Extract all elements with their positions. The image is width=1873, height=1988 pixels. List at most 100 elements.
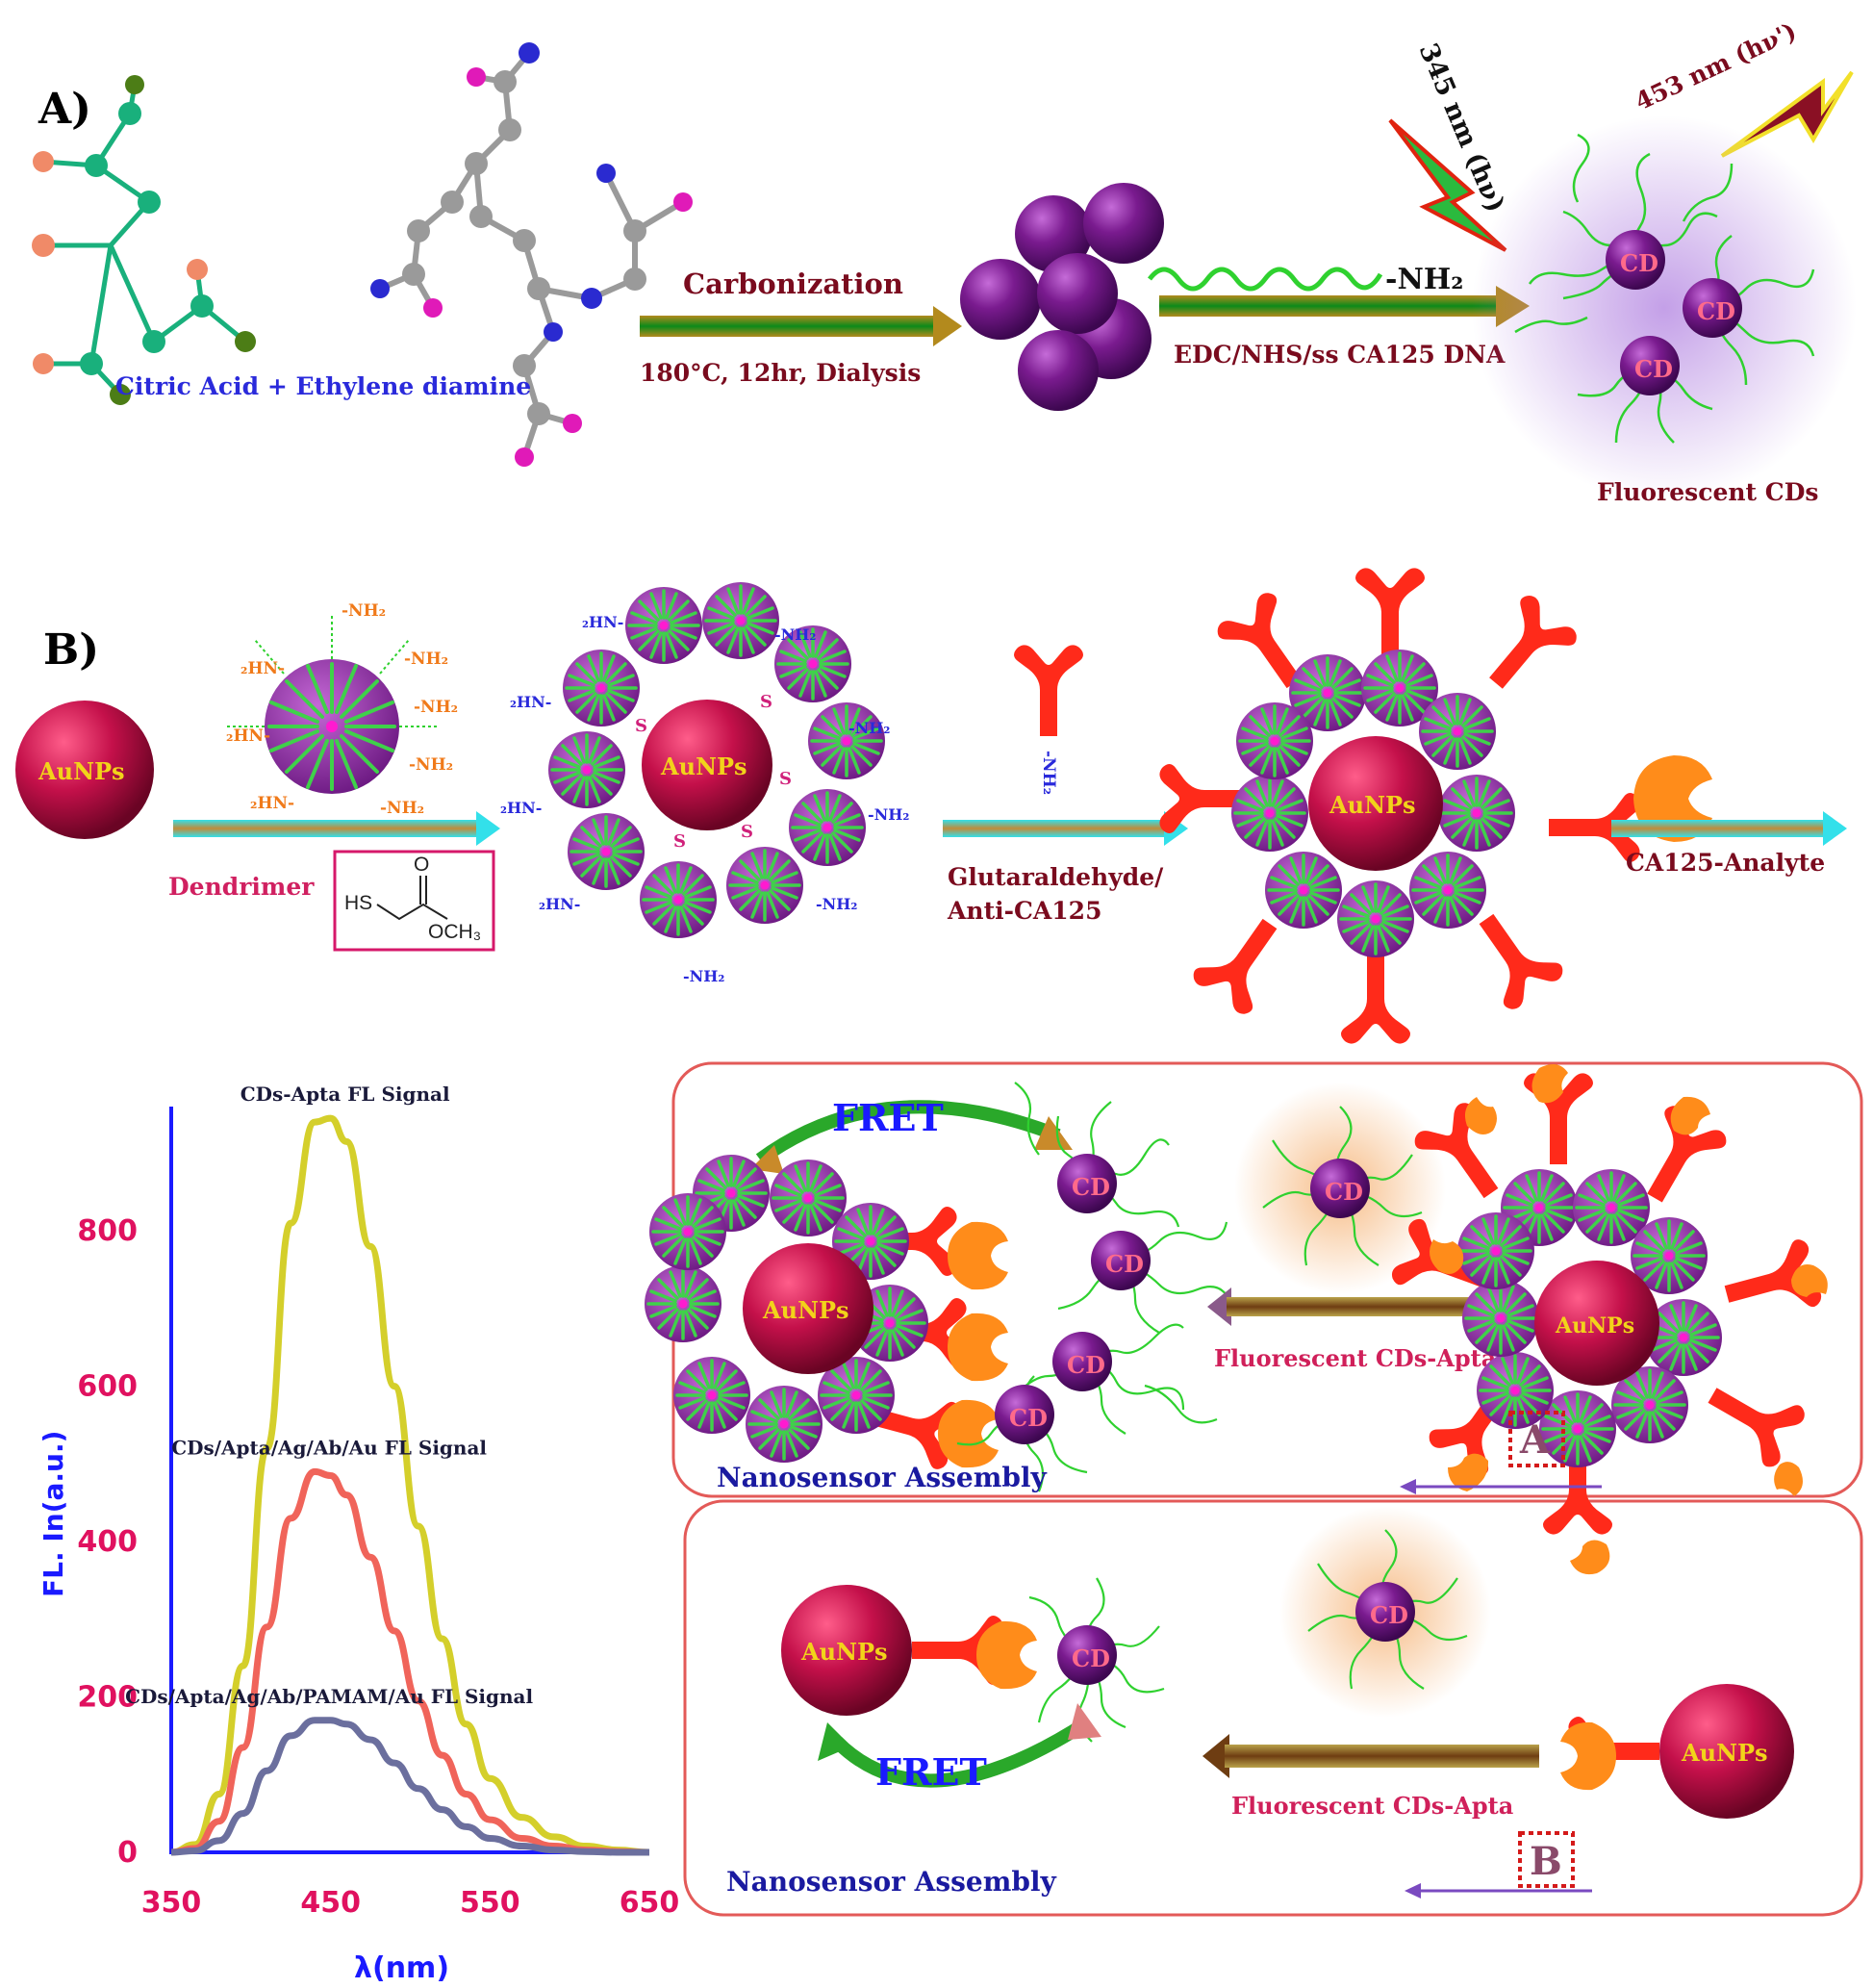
dendrimer-nh2-6: ₂HN- — [240, 659, 285, 678]
aunp-label-b1: AuNPs — [38, 757, 125, 785]
glutaraldehyde-arrow — [943, 811, 1188, 846]
glutaraldehyde-label-2: Anti-CA125 — [947, 897, 1101, 925]
panel-a: A) — [32, 17, 1857, 506]
panel-a-letter: A) — [38, 85, 91, 134]
carbonization-conditions: 180°C, 12hr, Dialysis — [640, 359, 921, 387]
cds-apta-arrow-b — [1202, 1734, 1539, 1778]
fret-label-a: FRET — [832, 1096, 944, 1139]
dendrimer-nh2-5: -NH₂ — [380, 799, 424, 818]
antibody-reagent — [1014, 645, 1083, 736]
cds-apta-label-b: Fluorescent CDs-Apta — [1231, 1792, 1513, 1820]
free-cd-b: CD — [1279, 1506, 1491, 1718]
aunp-label-b3: AuNPs — [1329, 791, 1416, 819]
carbonization-label: Carbonization — [683, 268, 903, 300]
cds-apta-label-a: Fluorescent CDs-Apta — [1214, 1344, 1496, 1372]
aunp-sphere-b1 — [15, 701, 154, 839]
series-label-1: CDs/Apta/Ag/Ab/Au FL Signal — [171, 1436, 487, 1459]
dendrimer-nh2-7: ₂HN- — [226, 726, 270, 746]
box-b-marker: B — [1518, 1831, 1575, 1888]
aunp-label-c3: AuNPs — [800, 1638, 888, 1666]
conj-nh2-9: ₂HN- — [539, 895, 580, 913]
dendrimer: -NH₂ -NH₂ -NH₂ -NH₂ -NH₂ ₂HN- ₂HN- ₂HN- — [226, 601, 458, 818]
conj-nh2-4: -NH₂ — [816, 895, 857, 913]
dendrimer-arrow — [173, 811, 500, 846]
small-arrow-a — [1400, 1479, 1602, 1494]
free-cd-a: CD — [1234, 1083, 1446, 1294]
y-axis-title: FL. In(a.u.) — [38, 1431, 69, 1597]
x-tick-label-3: 650 — [620, 1886, 680, 1920]
carbonization-arrow — [640, 306, 962, 346]
sulfur-5: S — [635, 716, 647, 736]
y-tick-label-1: 200 — [77, 1681, 138, 1715]
box-b-label: B — [1530, 1839, 1562, 1884]
thiol-o: O — [414, 854, 429, 876]
sulfur-3: S — [741, 822, 753, 842]
dendrimer-nh2-2: -NH₂ — [404, 650, 448, 669]
analyte-conjugate-a: AuNPs — [1388, 1064, 1828, 1575]
series-label-2: CDs/Apta/Ag/Ab/PAMAM/Au FL Signal — [125, 1685, 533, 1708]
conj-nh2-7: ₂HN- — [510, 693, 551, 711]
cd-label-c7: CD — [1370, 1601, 1408, 1629]
reactants-label: Citric Acid + Ethylene diamine — [115, 372, 531, 400]
fluorescence-chart: 350 450 550 650 0 200 400 600 800 CDs-Apta FL Si… — [38, 1083, 679, 1985]
conj-nh2-3: -NH₂ — [868, 805, 909, 824]
cd-label-a3: CD — [1634, 355, 1673, 383]
panel-c: FRET AuNPs — [643, 1061, 1863, 1917]
amine-tag: -NH₂ — [1385, 263, 1463, 296]
analyte-label: CA125-Analyte — [1626, 849, 1825, 877]
carbon-dot-cluster — [960, 183, 1164, 411]
cd-label-a2: CD — [1697, 297, 1735, 325]
emission-label: 453 nm (hν') — [1631, 17, 1800, 116]
fret-arc-b — [818, 1703, 1101, 1788]
panel-b: B) AuNPs — [15, 568, 1847, 1044]
small-arrow-b — [1405, 1883, 1592, 1899]
aunp-antibody-conjugate: AuNPs — [1159, 568, 1640, 1044]
dendrimer-nh2-3: -NH₂ — [414, 698, 458, 717]
sensor-assembly-b: AuNPs CD — [781, 1577, 1165, 1743]
cd-label-c4: CD — [1009, 1404, 1048, 1432]
conj-nh2-1: -NH₂ — [774, 625, 816, 644]
aunp-label-c2: AuNPs — [1555, 1313, 1634, 1338]
series-line-2 — [170, 1717, 649, 1856]
thiol-structure-box: HS O OCH₃ — [333, 850, 495, 952]
sulfur-1: S — [760, 692, 772, 712]
cd-label-c3: CD — [1067, 1351, 1105, 1379]
conj-nh2-6: ₂HN- — [582, 613, 623, 631]
analyte-arrow — [1611, 811, 1847, 846]
fluorescent-cds-label: Fluorescent CDs — [1597, 478, 1818, 506]
scheme-box-b — [683, 1499, 1863, 1917]
nanosensor-assembly-label-a: Nanosensor Assembly — [717, 1462, 1048, 1493]
aunp-label-c1: AuNPs — [762, 1296, 849, 1324]
y-tick-label-2: 400 — [77, 1525, 138, 1559]
dendrimer-nh2-1: -NH₂ — [342, 601, 386, 621]
x-tick-label-1: 450 — [300, 1886, 361, 1920]
ethylenediamine-atoms — [370, 42, 693, 467]
y-tick-label-4: 800 — [77, 1214, 138, 1248]
aunp-dendrimer-conjugate: AuNPs S S S S S -NH₂ -NH₂ -NH₂ -NH₂ -NH₂… — [500, 580, 909, 985]
analyte-conjugate-b: AuNPs — [1560, 1684, 1794, 1819]
series-label-0: CDs-Apta FL Signal — [240, 1083, 450, 1106]
bound-cds-a: CD CD CD CD — [956, 1082, 1233, 1492]
dna-strand — [1148, 267, 1383, 292]
series-line-1 — [170, 1467, 650, 1856]
cds-apta-arrow-a — [1207, 1287, 1510, 1326]
conjugation-conditions: EDC/NHS/ss CA125 DNA — [1174, 341, 1506, 369]
sulfur-4: S — [673, 831, 686, 852]
citric-acid-atoms — [32, 75, 256, 405]
antibody-nh2: -NH₂ — [1039, 751, 1058, 795]
series-line-0 — [170, 1114, 650, 1856]
dendrimer-nh2-8: ₂HN- — [250, 794, 294, 813]
dendrimer-nh2-4: -NH₂ — [409, 755, 453, 775]
sensor-aunp-cluster-a: AuNPs — [643, 1153, 1008, 1472]
aunp-label-c4: AuNPs — [1681, 1739, 1768, 1767]
conj-nh2-8: ₂HN- — [500, 799, 542, 817]
y-tick-label-3: 600 — [77, 1370, 138, 1404]
cd-label-c1: CD — [1072, 1173, 1110, 1201]
box-a-marker: A — [1508, 1411, 1565, 1467]
x-tick-label-0: 350 — [141, 1886, 202, 1920]
cd-label-a1: CD — [1620, 249, 1658, 277]
fret-label-b: FRET — [875, 1750, 987, 1794]
cd-label-c5: CD — [1325, 1178, 1363, 1206]
conj-nh2-5: -NH₂ — [683, 967, 724, 985]
